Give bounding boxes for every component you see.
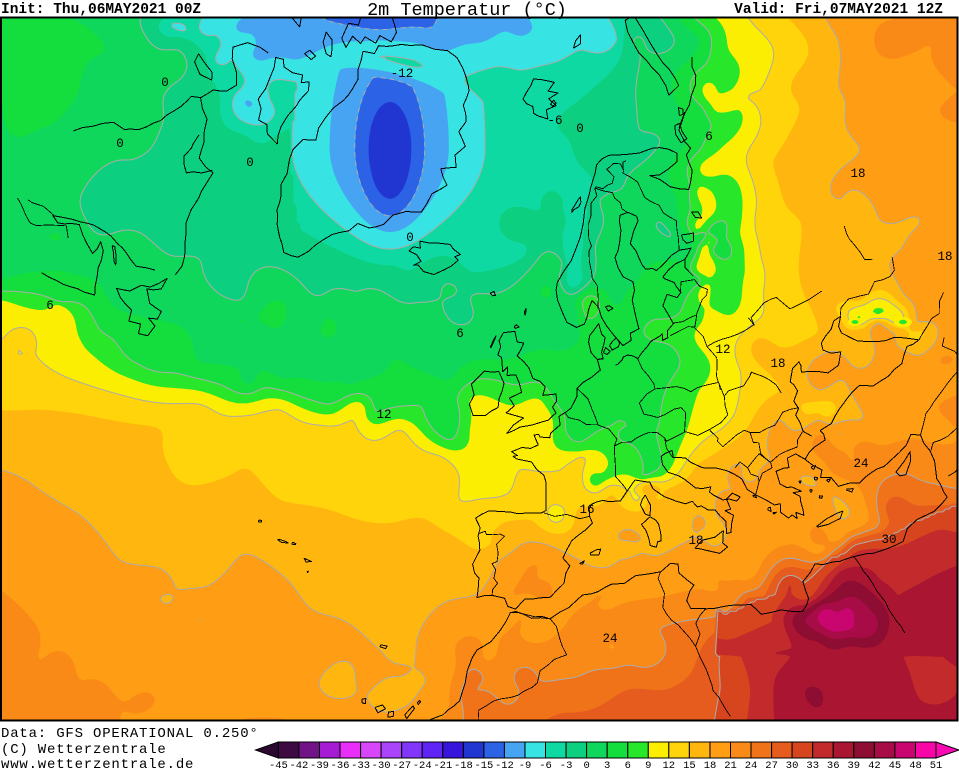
svg-text:12: 12 — [376, 408, 391, 422]
svg-text:0: 0 — [576, 122, 584, 136]
svg-text:16: 16 — [579, 503, 594, 517]
svg-text:-12: -12 — [391, 67, 414, 81]
svg-text:45: 45 — [889, 760, 902, 770]
svg-text:27: 27 — [765, 760, 778, 770]
svg-text:-45: -45 — [269, 760, 288, 770]
svg-text:(C) Wetterzentrale: (C) Wetterzentrale — [1, 742, 167, 758]
svg-text:-33: -33 — [351, 760, 370, 770]
svg-text:42: 42 — [868, 760, 881, 770]
svg-text:-27: -27 — [392, 760, 411, 770]
svg-text:0: 0 — [116, 137, 124, 151]
svg-text:-24: -24 — [413, 760, 432, 770]
svg-text:6: 6 — [625, 760, 631, 770]
svg-text:21: 21 — [724, 760, 737, 770]
svg-text:15: 15 — [683, 760, 696, 770]
svg-text:-30: -30 — [372, 760, 391, 770]
svg-text:-6: -6 — [539, 760, 552, 770]
svg-text:-6: -6 — [547, 114, 562, 128]
svg-text:18: 18 — [770, 357, 785, 371]
svg-text:0: 0 — [246, 156, 254, 170]
svg-text:12: 12 — [715, 343, 730, 357]
svg-text:0: 0 — [161, 76, 169, 90]
svg-text:36: 36 — [827, 760, 840, 770]
svg-text:30: 30 — [881, 533, 896, 547]
svg-text:18: 18 — [850, 167, 865, 181]
svg-text:-36: -36 — [331, 760, 350, 770]
svg-text:0: 0 — [583, 760, 589, 770]
svg-text:-3: -3 — [560, 760, 573, 770]
svg-text:0: 0 — [406, 231, 414, 245]
svg-text:Valid: Fri,07MAY2021 12Z: Valid: Fri,07MAY2021 12Z — [734, 2, 943, 18]
svg-text:48: 48 — [909, 760, 922, 770]
svg-text:12: 12 — [662, 760, 675, 770]
svg-text:51: 51 — [930, 760, 943, 770]
svg-text:18: 18 — [937, 250, 952, 264]
svg-text:24: 24 — [602, 632, 617, 646]
svg-text:18: 18 — [704, 760, 717, 770]
svg-text:30: 30 — [786, 760, 799, 770]
svg-text:2m Temperatur (°C): 2m Temperatur (°C) — [367, 0, 567, 21]
svg-text:www.wetterzentrale.de: www.wetterzentrale.de — [1, 757, 194, 770]
svg-text:-42: -42 — [289, 760, 308, 770]
svg-text:33: 33 — [806, 760, 819, 770]
svg-text:-39: -39 — [310, 760, 329, 770]
svg-text:18: 18 — [688, 534, 703, 548]
svg-text:-21: -21 — [433, 760, 452, 770]
svg-text:-18: -18 — [454, 760, 473, 770]
svg-text:-9: -9 — [519, 760, 532, 770]
svg-text:Init: Thu,06MAY2021 00Z: Init: Thu,06MAY2021 00Z — [1, 2, 201, 18]
svg-text:9: 9 — [645, 760, 651, 770]
svg-text:39: 39 — [847, 760, 860, 770]
svg-text:3: 3 — [604, 760, 610, 770]
svg-text:6: 6 — [46, 299, 54, 313]
svg-text:24: 24 — [853, 457, 868, 471]
svg-text:Data: GFS OPERATIONAL 0.250°: Data: GFS OPERATIONAL 0.250° — [1, 726, 259, 742]
svg-text:24: 24 — [745, 760, 758, 770]
svg-text:-15: -15 — [474, 760, 493, 770]
svg-text:6: 6 — [456, 327, 464, 341]
svg-text:6: 6 — [705, 130, 713, 144]
svg-text:-12: -12 — [495, 760, 514, 770]
